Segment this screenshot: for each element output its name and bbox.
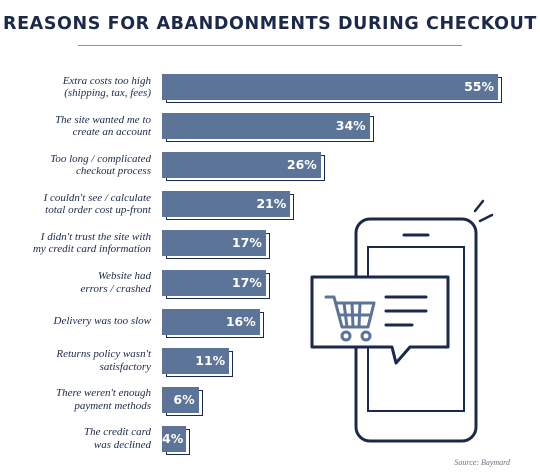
category-label-line: I didn't trust the site with <box>40 230 151 243</box>
category-label-line: Delivery was too slow <box>53 315 151 328</box>
smartphone-icon <box>310 199 494 443</box>
category-label-line: Extra costs too high <box>62 74 151 87</box>
bar-value-label: 55% <box>464 79 494 94</box>
bar-value-label: 34% <box>335 118 366 134</box>
bar <box>162 74 498 100</box>
category-label: The site wanted me to create an account <box>0 114 151 139</box>
category-label-line: The credit card <box>83 426 151 439</box>
category-label-line: satisfactory <box>99 360 151 373</box>
category-label-line: total order cost up-front <box>45 204 151 217</box>
category-label-line: my credit card information <box>32 243 151 256</box>
category-label-line: checkout process <box>75 165 151 178</box>
bar-value-label: 21% <box>256 196 287 212</box>
bar-value-label: 16% <box>225 313 256 329</box>
bar-value-label: 4% <box>162 430 184 446</box>
category-label: I couldn't see / calculate total order co… <box>0 192 151 217</box>
bar <box>162 191 291 218</box>
category-label-line: create an account <box>72 126 151 139</box>
source-note: Source: Baymard <box>454 458 510 467</box>
bar-value-label: 6% <box>173 391 195 407</box>
category-label-line: There weren't enough <box>55 387 151 400</box>
bar <box>162 113 370 140</box>
category-label: Website had errors / crashed <box>0 270 151 295</box>
category-label-line: Returns policy wasn't <box>56 348 151 361</box>
category-label-line: Website had <box>97 270 151 282</box>
category-label-line: I couldn't see / calculate <box>43 191 151 204</box>
category-label: Too long / complicated checkout process <box>0 153 151 178</box>
category-label-line: Too long / complicated <box>50 152 151 165</box>
category-label: Extra costs too high (shipping, tax, fees… <box>0 75 151 100</box>
category-label: Returns policy wasn't satisfactory <box>0 348 151 373</box>
bar <box>162 152 321 179</box>
chart-title: REASONS FOR ABANDONMENTS DURING CHECKOUT <box>3 14 537 34</box>
bar <box>162 269 266 296</box>
title-divider <box>78 45 462 46</box>
category-label-line: (shipping, tax, fees) <box>64 87 151 99</box>
bar <box>162 425 187 452</box>
shopping-cart-icon <box>324 295 376 342</box>
bar-value-label: 11% <box>195 352 226 368</box>
bar-value-label: 26% <box>286 157 317 173</box>
bar-value-label: 17% <box>231 235 262 251</box>
category-label: Delivery was too slow <box>0 315 151 328</box>
category-label-line: payment methods <box>74 399 151 412</box>
category-label-line: was declined <box>93 438 151 451</box>
bar <box>162 347 230 374</box>
category-label: There weren't enough payment methods <box>0 387 151 412</box>
category-label: I didn't trust the site with my credit ca… <box>0 231 151 256</box>
category-label: The credit card was declined <box>0 426 151 451</box>
category-label-line: errors / crashed <box>80 282 151 295</box>
bar <box>162 386 199 413</box>
bar <box>162 230 266 257</box>
bar <box>162 308 260 335</box>
category-label-line: The site wanted me to <box>55 113 151 126</box>
bar-value-label: 17% <box>231 274 262 290</box>
